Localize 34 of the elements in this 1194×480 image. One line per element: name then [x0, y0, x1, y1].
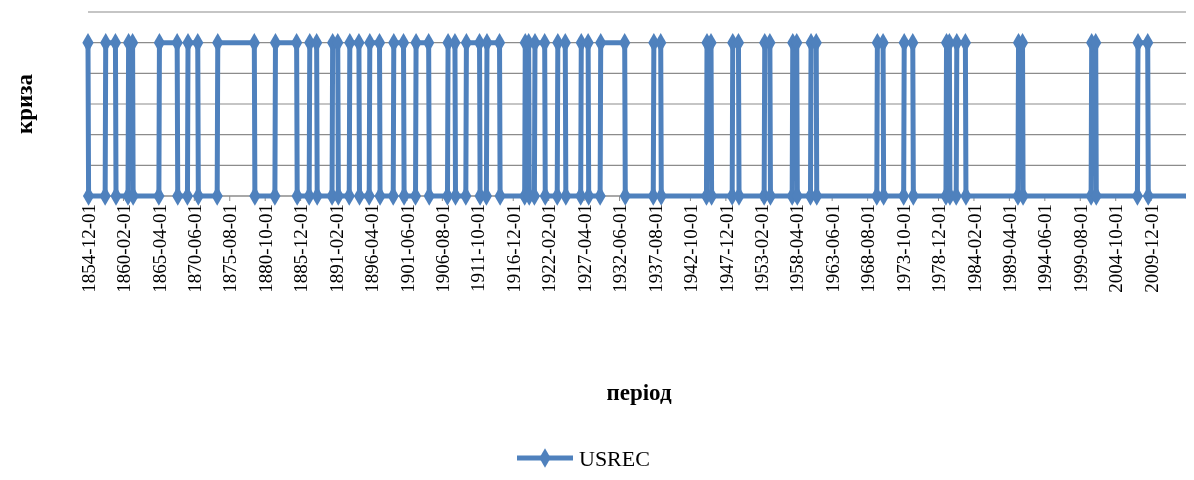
x-tick-label: 1953-02-01: [751, 204, 772, 293]
x-tick-label: 1937-08-01: [644, 204, 666, 293]
x-tick-label: 2004-10-01: [1105, 204, 1127, 293]
legend-label: USREC: [579, 445, 650, 471]
x-tick-label: 1885-12-01: [290, 204, 312, 293]
x-tick-label: 1994-06-01: [1034, 204, 1056, 293]
y-axis-title: криза: [12, 73, 37, 135]
x-tick-label: 1911-10-01: [467, 204, 489, 292]
x-tick-label: 1978-12-01: [928, 204, 950, 293]
x-tick-label: 1854-12-01: [77, 204, 99, 293]
x-tick-label: 1963-06-01: [821, 204, 843, 293]
x-tick-label: 2009-12-01: [1140, 204, 1162, 293]
x-tick-label: 1901-06-01: [396, 204, 418, 293]
x-tick-label: 1870-06-01: [183, 204, 205, 293]
x-tick-label: 1896-04-01: [361, 204, 383, 293]
x-tick-label: 1922-02-01: [538, 204, 560, 293]
x-tick-label: 1891-02-01: [325, 204, 347, 293]
x-axis-title: період: [606, 380, 672, 405]
x-tick-label: 1927-04-01: [573, 204, 595, 293]
x-tick-label: 1942-10-01: [680, 204, 702, 293]
x-tick-label: 1865-04-01: [148, 204, 170, 293]
x-tick-label: 1958-04-01: [786, 204, 808, 293]
x-tick-label: 1973-10-01: [892, 204, 914, 293]
x-tick-label: 1968-08-01: [857, 204, 879, 293]
x-tick-label: 1906-08-01: [432, 204, 454, 293]
x-tick-label: 1989-04-01: [999, 204, 1021, 293]
x-tick-label: 1984-02-01: [963, 204, 985, 293]
x-tick-label: 1932-06-01: [609, 204, 631, 293]
x-tick-label: 1999-08-01: [1069, 204, 1091, 293]
x-tick-label: 1875-08-01: [219, 204, 241, 293]
x-tick-label: 1916-12-01: [502, 204, 524, 293]
x-tick-label: 1860-02-01: [113, 204, 135, 293]
x-tick-label: 1880-10-01: [254, 204, 276, 293]
x-tick-label: 1947-12-01: [715, 204, 737, 293]
